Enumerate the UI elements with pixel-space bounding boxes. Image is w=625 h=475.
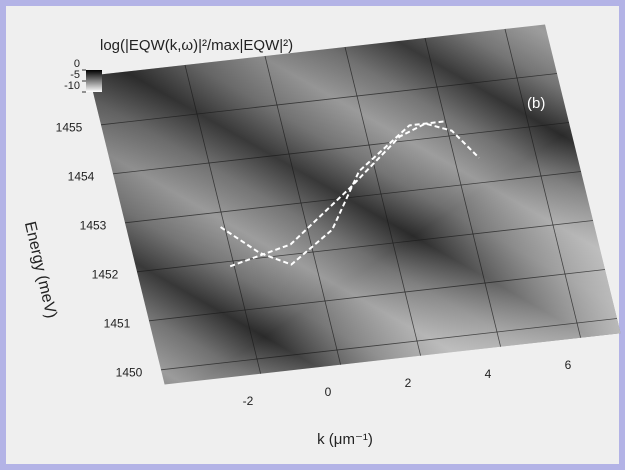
grid-line [264, 55, 341, 365]
grid-line [112, 122, 570, 175]
y-tick-label: 1451 [104, 317, 131, 331]
y-tick-label: 1452 [92, 268, 119, 282]
colorbar [86, 70, 102, 92]
grid-line [424, 37, 501, 347]
grid-line [136, 220, 594, 273]
y-tick-label: 1450 [116, 366, 143, 380]
surface [89, 24, 621, 385]
chart-title: log(|EQW(k,ω)|²/max|EQW|²) [100, 37, 293, 54]
annotation: (b) [527, 95, 545, 112]
y-tick-label: 1453 [80, 219, 107, 233]
dispersion-curve [220, 120, 446, 266]
x-axis-label: k (μm⁻¹) [317, 431, 373, 448]
surface-shade [89, 24, 621, 385]
grid-line [100, 73, 558, 126]
grid-line [344, 46, 421, 356]
y-tick-label: 1455 [56, 121, 83, 135]
x-tick-label: 0 [325, 385, 332, 399]
colorbar-tick-label: 0 [74, 58, 80, 70]
grid-line [148, 269, 606, 322]
grid-line [160, 318, 618, 371]
grid-line [124, 171, 582, 224]
x-tick-label: 6 [565, 358, 572, 372]
x-tick-label: 2 [405, 376, 412, 390]
x-tick-label: 4 [485, 367, 492, 381]
x-tick-label: -2 [243, 394, 254, 408]
grid-line [504, 28, 581, 338]
y-tick-label: 1454 [68, 170, 95, 184]
grid-line [184, 64, 261, 374]
dispersion-curve [229, 122, 480, 268]
colorbar-tick-label: -5 [70, 69, 80, 81]
colorbar-tick-label: -10 [64, 80, 80, 92]
